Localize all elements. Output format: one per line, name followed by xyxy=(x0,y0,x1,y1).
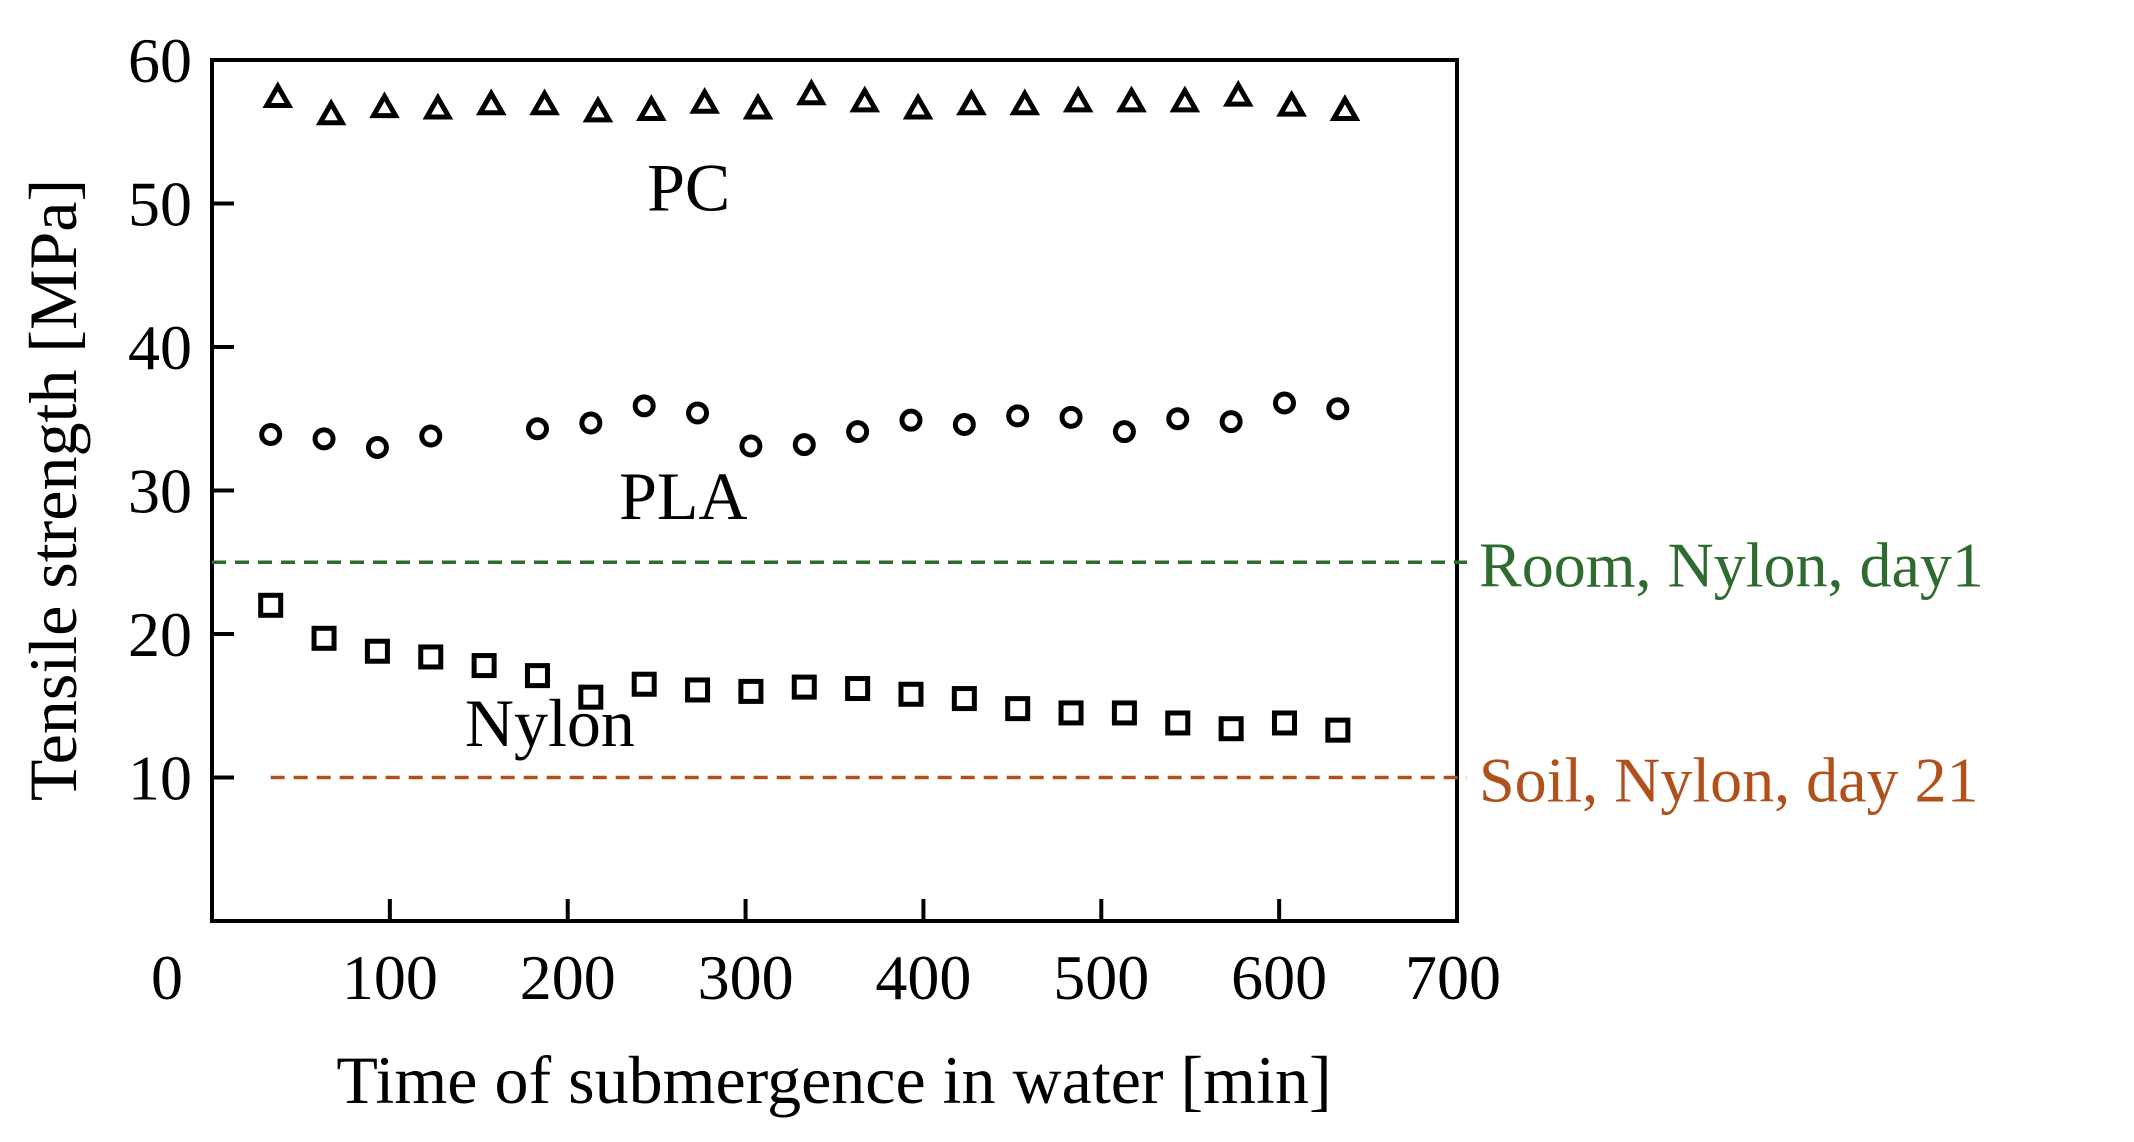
nylon-point xyxy=(631,671,657,697)
reference-lines: Room, Nylon, day1 Soil, Nylon, day 21 xyxy=(212,529,1984,816)
pla-point xyxy=(419,424,443,448)
pla-point xyxy=(632,394,656,418)
x-tick-label: 0 xyxy=(151,942,183,1013)
series-label-pc: PC xyxy=(647,150,730,226)
nylon-point xyxy=(791,674,817,700)
plot-frame xyxy=(210,58,1459,923)
pla-point xyxy=(899,408,923,432)
pla-point xyxy=(1006,404,1030,428)
pla-point xyxy=(579,411,603,435)
x-tick-label: 600 xyxy=(1231,942,1327,1013)
nylon-point xyxy=(845,676,871,702)
pc-point xyxy=(422,92,454,120)
pla-point xyxy=(259,423,283,447)
pla-point xyxy=(1272,391,1296,415)
reference-line-label: Soil, Nylon, day 21 xyxy=(1479,745,1979,816)
pla-point xyxy=(739,434,763,458)
nylon-point xyxy=(258,592,284,618)
pc-point xyxy=(796,78,827,106)
pla-point xyxy=(792,433,816,457)
pla-point xyxy=(1326,397,1350,421)
pc-point xyxy=(956,88,987,116)
pc-point xyxy=(529,88,560,116)
reference-line-label: Room, Nylon, day1 xyxy=(1479,529,1984,600)
data-markers xyxy=(258,78,1361,743)
pla-point xyxy=(1112,420,1136,444)
x-tick-label: 200 xyxy=(520,942,616,1013)
x-tick-label: 500 xyxy=(1053,942,1149,1013)
pc-point xyxy=(315,98,347,126)
pc-point xyxy=(262,81,294,109)
x-tick-label: 100 xyxy=(342,942,438,1013)
y-tick-label: 10 xyxy=(128,743,192,814)
y-tick-label: 20 xyxy=(128,599,192,670)
nylon-point xyxy=(1325,717,1351,743)
nylon-point xyxy=(1271,710,1297,736)
x-tick-label: 700 xyxy=(1405,942,1501,1013)
nylon-point xyxy=(1218,716,1244,742)
y-tick-label: 30 xyxy=(128,456,192,527)
nylon-point xyxy=(738,678,764,704)
pc-point xyxy=(1169,85,1201,113)
nylon-point xyxy=(1111,700,1137,726)
pc-point xyxy=(582,95,614,123)
pla-point xyxy=(1166,407,1190,431)
nylon-point xyxy=(951,686,977,712)
nylon-point xyxy=(471,653,497,679)
series-labels: PC PLA Nylon xyxy=(465,150,748,761)
pc-point xyxy=(369,91,400,119)
series-label-pla: PLA xyxy=(619,458,747,534)
pc-point xyxy=(1276,89,1307,117)
nylon-point xyxy=(578,684,604,710)
plot-area-border xyxy=(210,58,1459,923)
pla-point xyxy=(1059,405,1083,429)
pla-point xyxy=(1219,410,1243,434)
x-axis: 0 100 200 300 400 500 600 700 xyxy=(151,899,1501,1013)
pc-point xyxy=(689,87,720,114)
x-axis-title: Time of submergence in water [min] xyxy=(336,1042,1331,1118)
pla-point xyxy=(312,427,336,451)
y-tick-label: 60 xyxy=(128,25,192,96)
y-tick-label: 40 xyxy=(128,312,192,383)
pla-point xyxy=(686,401,710,425)
y-tick-label: 50 xyxy=(128,169,192,240)
pc-point xyxy=(1009,88,1041,116)
nylon-point xyxy=(418,644,444,670)
pc-point xyxy=(1062,85,1094,113)
pc-point xyxy=(635,94,667,121)
pc-point xyxy=(1116,85,1147,113)
x-tick-label: 300 xyxy=(698,942,794,1013)
nylon-point xyxy=(1165,710,1191,736)
y-axis-title: Tensile strength [MPa] xyxy=(15,179,91,801)
pc-point xyxy=(1329,94,1361,121)
x-tick-label: 400 xyxy=(875,942,971,1013)
y-axis: 10 20 30 40 50 60 xyxy=(128,25,234,814)
nylon-point xyxy=(524,663,550,689)
pc-point xyxy=(849,85,881,113)
nylon-point xyxy=(685,677,711,703)
nylon-point xyxy=(1058,700,1084,726)
pc-point xyxy=(475,88,507,116)
pc-point xyxy=(742,92,774,120)
nylon-point xyxy=(311,625,337,651)
pc-point xyxy=(902,92,934,120)
pla-point xyxy=(846,420,870,444)
nylon-point xyxy=(1005,696,1031,722)
nylon-point xyxy=(364,638,390,664)
pla-point xyxy=(365,435,389,459)
nylon-point xyxy=(898,681,924,707)
series-label-nylon: Nylon xyxy=(465,685,635,761)
pla-point xyxy=(525,417,549,441)
pc-point xyxy=(1222,79,1254,107)
pla-point xyxy=(952,412,976,436)
